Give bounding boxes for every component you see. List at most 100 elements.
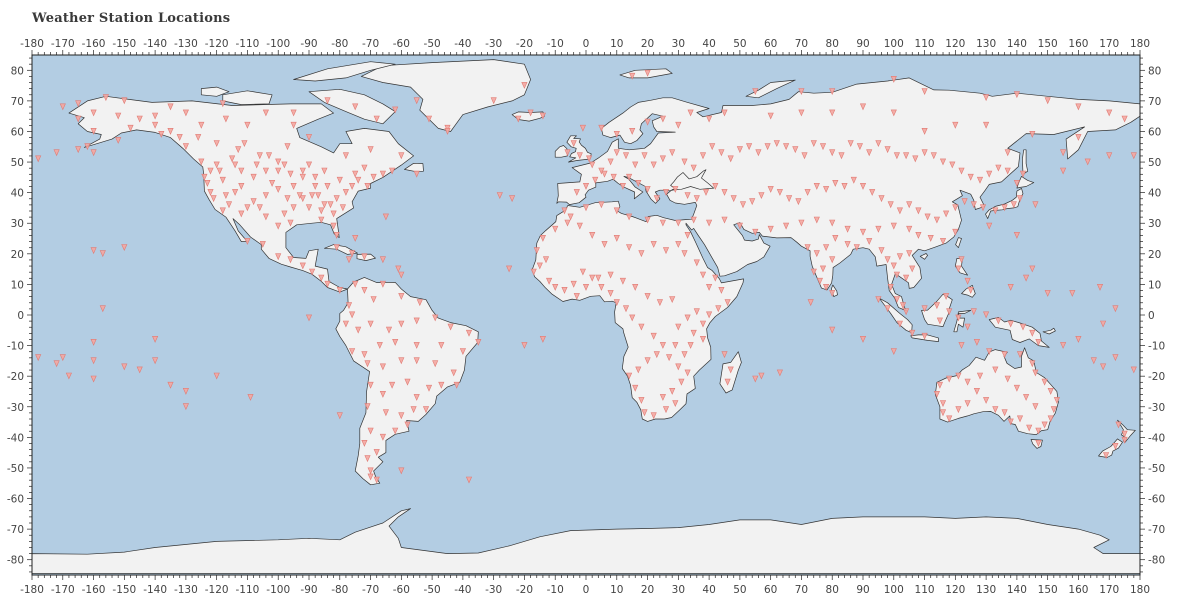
station-marker <box>1001 204 1008 212</box>
station-marker <box>915 232 922 239</box>
station-marker <box>912 155 919 163</box>
station-marker <box>906 250 913 258</box>
station-marker <box>622 152 630 160</box>
lat-label-left: 80 <box>11 65 24 77</box>
station-marker <box>973 388 980 395</box>
station-marker <box>269 180 276 187</box>
station-marker <box>1013 91 1020 99</box>
station-marker <box>361 164 368 172</box>
station-marker <box>287 219 294 227</box>
station-marker <box>896 207 903 215</box>
station-marker <box>681 250 688 258</box>
station-marker <box>1044 97 1051 105</box>
station-marker <box>1044 290 1051 297</box>
station-marker <box>389 167 396 175</box>
station-marker <box>530 268 537 276</box>
station-marker <box>659 115 666 123</box>
station-marker <box>392 339 399 346</box>
station-marker <box>459 348 466 356</box>
station-marker <box>576 222 583 230</box>
station-marker <box>333 195 340 203</box>
station-marker <box>1001 351 1008 359</box>
station-marker <box>438 381 445 389</box>
station-marker <box>342 152 349 160</box>
station-marker <box>204 180 211 187</box>
station-marker <box>887 284 894 291</box>
station-marker <box>850 176 857 184</box>
station-marker <box>699 320 707 328</box>
lon-label-bottom: 100 <box>884 584 904 596</box>
station-marker <box>693 259 700 267</box>
station-marker <box>893 296 900 304</box>
station-marker <box>318 207 325 215</box>
lon-label-bottom: 50 <box>733 584 746 596</box>
station-marker <box>336 176 343 184</box>
station-marker <box>465 476 473 484</box>
station-marker <box>275 253 282 261</box>
station-marker <box>1013 232 1020 239</box>
lon-label-bottom: -20 <box>516 584 533 596</box>
station-marker <box>361 253 368 261</box>
lon-label-bottom: -30 <box>485 584 502 596</box>
station-marker <box>373 449 380 456</box>
station-marker <box>305 314 313 322</box>
station-marker <box>829 109 836 117</box>
station-marker <box>613 149 620 157</box>
station-marker <box>1023 274 1030 282</box>
station-marker <box>939 158 947 166</box>
station-marker <box>933 302 940 310</box>
station-marker <box>632 161 639 169</box>
station-marker <box>1041 378 1048 386</box>
station-marker <box>601 241 608 248</box>
station-marker <box>152 112 159 120</box>
station-marker <box>287 170 294 178</box>
lon-label-top: -20 <box>516 38 533 50</box>
station-marker <box>432 360 439 368</box>
station-marker <box>222 115 229 123</box>
lat-label-left: -80 <box>7 555 24 567</box>
station-marker <box>1106 152 1113 160</box>
station-marker <box>115 137 122 144</box>
station-marker <box>1004 375 1011 383</box>
lon-label-bottom: -50 <box>424 584 441 596</box>
station-marker <box>299 262 306 270</box>
station-marker <box>727 366 734 374</box>
station-marker <box>330 222 337 230</box>
station-marker <box>238 183 245 190</box>
station-marker <box>666 354 673 362</box>
lat-label-right: -70 <box>1148 524 1165 536</box>
station-marker <box>684 369 691 377</box>
station-marker <box>213 372 220 380</box>
station-marker <box>906 201 913 209</box>
station-marker <box>721 351 728 359</box>
lat-label-right: 20 <box>1148 249 1161 261</box>
station-marker <box>376 342 383 349</box>
station-marker <box>432 314 439 322</box>
station-marker <box>207 189 214 196</box>
station-marker <box>290 109 297 117</box>
station-marker <box>921 88 928 96</box>
station-marker <box>1016 195 1024 203</box>
station-marker <box>693 308 700 316</box>
lon-label-bottom: 0 <box>583 584 590 596</box>
station-marker <box>539 235 546 242</box>
lat-label-right: -30 <box>1148 402 1165 414</box>
station-marker <box>1041 421 1048 429</box>
lat-label-right: -50 <box>1148 463 1165 475</box>
station-marker <box>453 381 460 389</box>
station-marker <box>321 201 328 209</box>
station-marker <box>1007 320 1014 328</box>
station-marker <box>939 238 947 245</box>
station-marker <box>816 277 823 285</box>
station-marker <box>715 305 722 313</box>
station-marker <box>561 207 568 215</box>
lon-label-top: -120 <box>205 38 229 50</box>
station-marker <box>342 320 349 328</box>
station-marker <box>195 134 202 141</box>
land-banks-island <box>200 86 230 97</box>
station-marker <box>259 241 266 248</box>
land-new-guinea <box>988 317 1050 348</box>
lon-label-top: 120 <box>945 38 965 50</box>
station-marker <box>312 183 319 190</box>
station-marker <box>662 406 670 414</box>
